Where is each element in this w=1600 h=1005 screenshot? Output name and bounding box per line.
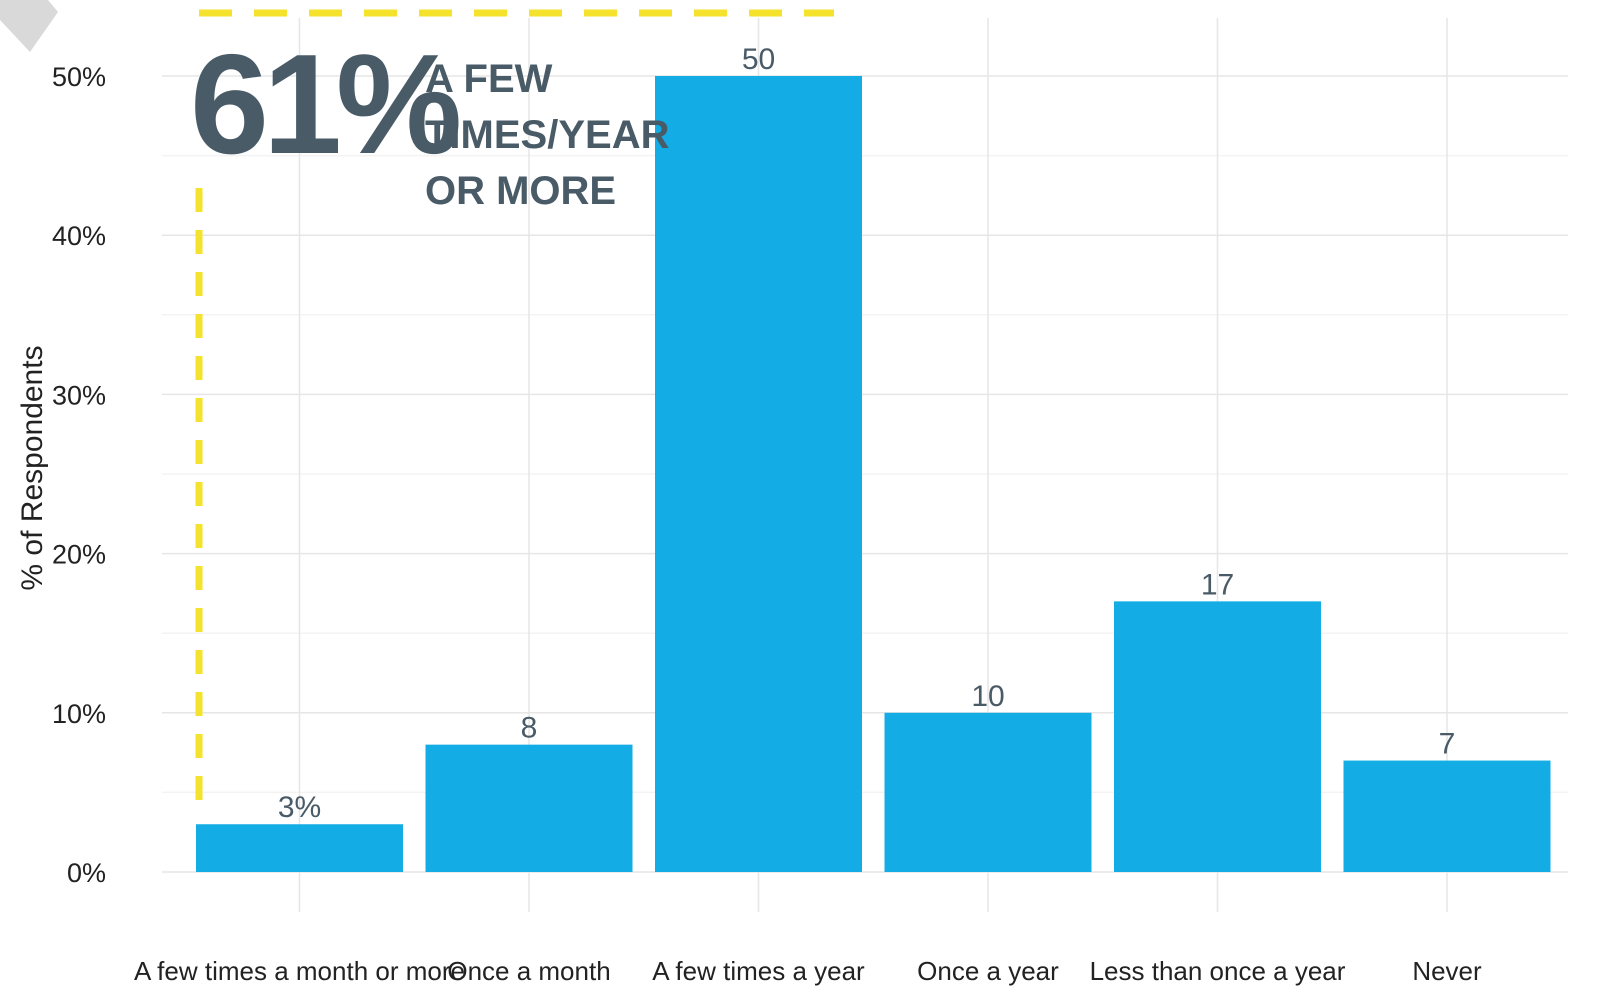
bar <box>1114 601 1321 872</box>
bar <box>1343 760 1551 872</box>
bar <box>884 712 1092 872</box>
x-category-label: Once a year <box>917 956 1059 986</box>
y-tick-label: 0% <box>67 858 106 888</box>
callout-percentage: 61% <box>190 25 459 184</box>
bar-value-label: 7 <box>1439 728 1456 761</box>
y-tick-label: 40% <box>52 221 106 251</box>
y-tick-label: 10% <box>52 699 106 729</box>
x-category-label: Once a month <box>447 956 610 986</box>
bar <box>655 76 862 872</box>
bar-value-label: 8 <box>521 712 538 745</box>
bar-value-label: 17 <box>1201 568 1234 601</box>
callout-line-2: TIMES/YEAR <box>425 113 670 157</box>
x-category-label: Less than once a year <box>1090 956 1346 986</box>
bar-value-label: 50 <box>742 43 775 76</box>
callout: 61% A FEW TIMES/YEAR OR MORE <box>190 25 670 213</box>
callout-line-3: OR MORE <box>425 169 616 213</box>
corner-arrow-icon <box>0 0 58 52</box>
labels-layer: 3% A few times a month or more 8 Once a mon… <box>134 43 1482 986</box>
bar-value-label: 3% <box>278 791 321 824</box>
y-tick-label: 20% <box>52 540 106 570</box>
bar <box>425 744 633 872</box>
callout-bracket <box>195 9 834 800</box>
callout-line-1: A FEW <box>425 57 553 101</box>
y-tick-label: 50% <box>52 62 106 92</box>
bar <box>196 824 403 872</box>
x-category-label: Never <box>1412 956 1482 986</box>
y-tick-label: 30% <box>52 380 106 410</box>
bar-value-label: 10 <box>971 680 1004 713</box>
x-category-label: A few times a year <box>652 956 865 986</box>
bars-layer <box>196 76 1551 872</box>
y-axis-title: % of Respondents <box>16 345 49 590</box>
x-category-label: A few times a month or more <box>134 956 465 986</box>
